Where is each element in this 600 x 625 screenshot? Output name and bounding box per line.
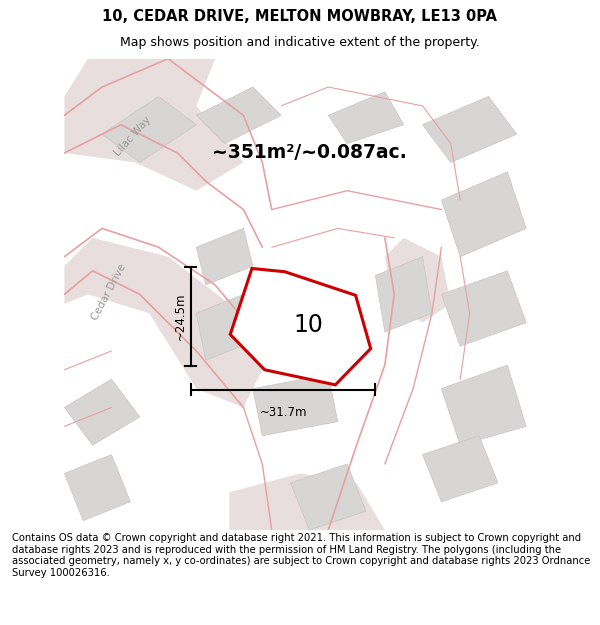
Text: Map shows position and indicative extent of the property.: Map shows position and indicative extent… bbox=[120, 36, 480, 49]
Text: ~351m²/~0.087ac.: ~351m²/~0.087ac. bbox=[212, 144, 407, 162]
Text: Contains OS data © Crown copyright and database right 2021. This information is : Contains OS data © Crown copyright and d… bbox=[12, 533, 590, 578]
Polygon shape bbox=[422, 436, 498, 502]
Polygon shape bbox=[229, 474, 385, 530]
Polygon shape bbox=[385, 238, 451, 322]
Text: 10, CEDAR DRIVE, MELTON MOWBRAY, LE13 0PA: 10, CEDAR DRIVE, MELTON MOWBRAY, LE13 0P… bbox=[103, 9, 497, 24]
Polygon shape bbox=[253, 374, 338, 436]
Polygon shape bbox=[442, 365, 526, 445]
Polygon shape bbox=[64, 454, 130, 521]
Text: 10: 10 bbox=[293, 312, 323, 337]
Polygon shape bbox=[230, 269, 371, 385]
Polygon shape bbox=[290, 464, 366, 530]
Polygon shape bbox=[422, 96, 517, 162]
Polygon shape bbox=[196, 294, 253, 361]
Text: ~31.7m: ~31.7m bbox=[259, 406, 307, 419]
Text: Cedar Drive: Cedar Drive bbox=[90, 262, 128, 322]
Polygon shape bbox=[64, 238, 262, 408]
Polygon shape bbox=[442, 172, 526, 257]
Polygon shape bbox=[196, 87, 281, 144]
Polygon shape bbox=[328, 92, 404, 144]
Polygon shape bbox=[196, 228, 253, 285]
Polygon shape bbox=[376, 257, 432, 332]
Polygon shape bbox=[442, 271, 526, 346]
Polygon shape bbox=[102, 96, 196, 162]
Text: Lilac Way: Lilac Way bbox=[113, 115, 153, 158]
Polygon shape bbox=[64, 59, 244, 191]
Text: ~24.5m: ~24.5m bbox=[174, 292, 187, 340]
Polygon shape bbox=[64, 379, 140, 445]
